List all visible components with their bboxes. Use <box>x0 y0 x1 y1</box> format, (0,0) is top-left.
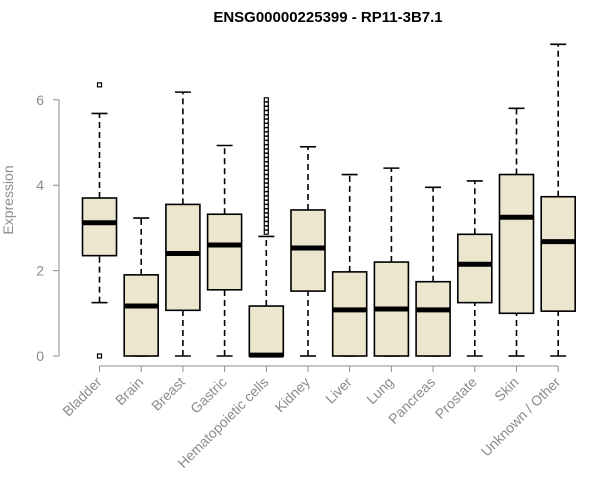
outlier-point <box>263 221 269 227</box>
outlier-point <box>263 139 269 146</box>
outlier-point <box>263 186 269 193</box>
outlier-point <box>263 135 269 141</box>
box-rect <box>165 203 201 312</box>
x-tick-label: Brain <box>112 374 146 408</box>
outlier-point <box>263 131 269 137</box>
outlier-point <box>263 144 269 150</box>
x-tick-label: Kidney <box>272 374 314 416</box>
outlier-point <box>263 156 269 163</box>
y-tick-label: 2 <box>36 263 44 279</box>
box-group <box>331 173 368 357</box>
box-group <box>81 82 118 359</box>
x-tick-label: Prostate <box>432 374 480 422</box>
box-group <box>540 43 577 357</box>
outlier-point <box>263 182 269 188</box>
box-group <box>165 91 201 357</box>
box-rect <box>248 305 285 357</box>
plot-area <box>81 43 577 359</box>
box-group <box>123 217 159 357</box>
box-rect <box>540 195 577 312</box>
box-rect <box>498 173 535 315</box>
x-tick-label: Liver <box>322 374 355 407</box>
x-tick-label: Breast <box>148 374 188 414</box>
outlier-point <box>263 101 269 107</box>
outlier-point <box>263 178 269 184</box>
outlier-point <box>263 122 269 129</box>
outlier-point <box>263 152 269 158</box>
x-tick-label: Bladder <box>59 374 105 420</box>
outlier-point <box>96 82 103 88</box>
y-tick-label: 4 <box>36 177 44 193</box>
outlier-point <box>263 105 269 111</box>
box-rect <box>206 213 243 291</box>
outlier-point <box>263 195 269 201</box>
x-tick-label: Skin <box>491 374 522 405</box>
x-tick-label: Unknown / Other <box>478 374 564 460</box>
y-axis-label: Expression <box>0 165 16 234</box>
box-rect <box>331 271 368 357</box>
box-rect <box>415 280 451 357</box>
box-group <box>248 97 285 358</box>
outlier-point <box>263 199 269 205</box>
box-group <box>290 145 326 357</box>
outlier-point <box>96 353 103 359</box>
outlier-point <box>263 191 269 197</box>
outlier-point <box>263 225 269 231</box>
y-tick-label: 6 <box>36 92 44 108</box>
outlier-point <box>263 114 269 120</box>
box-rect <box>456 233 493 304</box>
outlier-point <box>263 169 269 175</box>
box-group <box>498 107 535 357</box>
outlier-point <box>263 229 269 235</box>
outlier-point <box>263 174 269 180</box>
outlier-point <box>263 110 269 116</box>
x-tick-label: Lung <box>363 374 396 407</box>
y-tick-label: 0 <box>36 348 44 364</box>
outlier-point <box>263 127 269 133</box>
outlier-point <box>263 216 269 222</box>
box-group <box>415 186 451 357</box>
outlier-point <box>263 212 269 218</box>
chart-title: ENSG00000225399 - RP11-3B7.1 <box>213 9 442 26</box>
box-group <box>373 167 410 357</box>
outlier-point <box>263 118 269 124</box>
outlier-point <box>263 203 269 210</box>
y-axis: 0 2 4 6 <box>36 92 60 364</box>
outlier-point <box>263 208 269 214</box>
box-group <box>456 180 493 357</box>
box-rect <box>290 209 326 292</box>
outlier-point <box>263 165 269 171</box>
outlier-point <box>263 148 269 154</box>
outlier-point <box>263 97 269 103</box>
outlier-point <box>263 161 269 167</box>
box-group <box>206 144 243 357</box>
box-rect <box>123 274 159 357</box>
box-rect <box>81 197 118 257</box>
